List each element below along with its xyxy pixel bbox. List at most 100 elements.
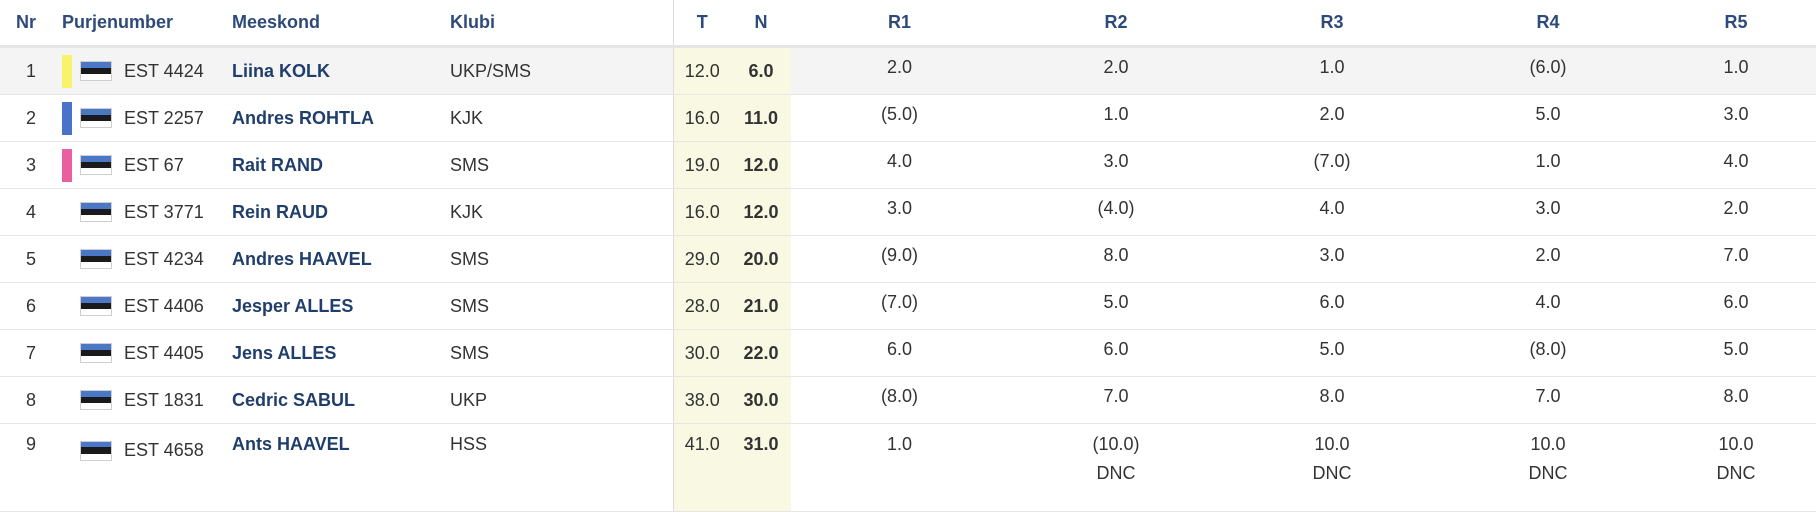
- sail-number: EST 2257: [124, 107, 204, 128]
- table-row[interactable]: 7 EST 4405 Jens ALLES SMS 30.0 22.0 6.0 6.0 5.0 (…: [0, 329, 1816, 377]
- team-name-link[interactable]: Rein RAUD: [232, 201, 329, 222]
- team-name-link[interactable]: Ants HAAVEL: [232, 434, 350, 454]
- estonia-flag-icon: [80, 61, 112, 81]
- team-name-link[interactable]: Jesper ALLES: [232, 295, 354, 316]
- race-score: 6.0: [886, 338, 913, 359]
- race-r5-cell: 3.0: [1656, 94, 1816, 142]
- col-header-total[interactable]: T: [672, 0, 731, 47]
- race-score: 4.0: [1319, 197, 1345, 218]
- team-cell: Jesper ALLES: [232, 282, 450, 330]
- sail-number-cell: EST 4405: [62, 329, 232, 377]
- race-score: 2.0: [1723, 197, 1749, 218]
- col-header-net[interactable]: N: [731, 0, 791, 47]
- race-r3-cell: 6.0: [1224, 282, 1440, 330]
- total-cell: 28.0: [672, 282, 731, 330]
- race-r1-cell: 2.0: [791, 46, 1008, 95]
- sail-number: EST 67: [124, 154, 184, 175]
- race-score: 3.0: [886, 197, 913, 218]
- team-name-link[interactable]: Andres HAAVEL: [232, 248, 372, 269]
- race-r2-cell: (4.0): [1008, 188, 1224, 236]
- race-r3-cell: 8.0: [1224, 376, 1440, 424]
- race-r2-cell: (10.0) DNC: [1008, 423, 1224, 512]
- sail-number: EST 1831: [124, 389, 204, 410]
- estonia-flag-icon: [80, 390, 112, 410]
- team-cell: Andres HAAVEL: [232, 235, 450, 283]
- race-score: 1.0: [1319, 56, 1345, 77]
- rank-color-bar: [62, 148, 72, 182]
- col-header-r5[interactable]: R5: [1724, 12, 1748, 32]
- table-row[interactable]: 2 EST 2257 Andres ROHTLA KJK 16.0 11.0 (5.0) 1.…: [0, 94, 1816, 142]
- race-r4-cell: 3.0: [1440, 188, 1656, 236]
- race-score: 7.0: [1535, 385, 1561, 406]
- race-r2-cell: 6.0: [1008, 329, 1224, 377]
- race-r2-cell: 8.0: [1008, 235, 1224, 283]
- net-cell: 31.0: [731, 423, 791, 512]
- race-r2-cell: 3.0: [1008, 141, 1224, 189]
- table-row[interactable]: 8 EST 1831 Cedric SABUL UKP 38.0 30.0 (8.0) 7.0…: [0, 376, 1816, 424]
- total-cell: 29.0: [672, 235, 731, 283]
- estonia-flag-icon: [80, 343, 112, 363]
- race-score: 10.0: [1530, 434, 1566, 454]
- table-row[interactable]: 6 EST 4406 Jesper ALLES SMS 28.0 21.0 (7.0) 5.0…: [0, 282, 1816, 330]
- race-r2-cell: 1.0: [1008, 94, 1224, 142]
- race-score: 6.0: [1319, 291, 1345, 312]
- race-score: 4.0: [1535, 291, 1561, 312]
- rank-cell: 9: [0, 423, 62, 512]
- rank-cell: 3: [0, 141, 62, 189]
- team-name-link[interactable]: Liina KOLK: [232, 60, 330, 81]
- race-score: 5.0: [1535, 103, 1561, 124]
- table-row[interactable]: 5 EST 4234 Andres HAAVEL SMS 29.0 20.0 (9.0) 8.…: [0, 235, 1816, 283]
- header-row: Nr Purjenumber Meeskond Klubi T N R1 R2 …: [0, 0, 1816, 47]
- race-r3-cell: 2.0: [1224, 94, 1440, 142]
- rank-color-bar-empty: [62, 290, 72, 323]
- race-score: 3.0: [1103, 150, 1129, 171]
- net-cell: 21.0: [731, 282, 791, 330]
- race-r5-cell: 2.0: [1656, 188, 1816, 236]
- race-score: 7.0: [1103, 385, 1129, 406]
- total-cell: 41.0: [672, 423, 731, 512]
- table-row[interactable]: 3 EST 67 Rait RAND SMS 19.0 12.0 4.0 3.0 (7.0) 1.…: [0, 141, 1816, 189]
- team-cell: Jens ALLES: [232, 329, 450, 377]
- col-header-r2[interactable]: R2: [1104, 12, 1128, 32]
- table-row[interactable]: 4 EST 3771 Rein RAUD KJK 16.0 12.0 3.0 (4.0) 4.0…: [0, 188, 1816, 236]
- race-score: 2.0: [886, 56, 913, 77]
- race-score: 2.0: [1319, 103, 1345, 124]
- table-row[interactable]: 9 EST 4658 Ants HAAVEL HSS 41.0 31.0 1.0 (10.0)…: [0, 423, 1816, 512]
- race-r4-cell: 2.0: [1440, 235, 1656, 283]
- net-cell: 12.0: [731, 188, 791, 236]
- club-cell: UKP: [450, 376, 673, 424]
- race-score: 2.0: [1103, 56, 1129, 77]
- col-header-sail-number[interactable]: Purjenumber: [62, 12, 174, 32]
- col-header-team[interactable]: Meeskond: [232, 12, 321, 32]
- col-header-nr[interactable]: Nr: [16, 12, 37, 32]
- race-r1-cell: (7.0): [791, 282, 1008, 330]
- sail-number-cell: EST 3771: [62, 188, 232, 236]
- race-r3-cell: 10.0 DNC: [1224, 423, 1440, 512]
- col-header-r3[interactable]: R3: [1320, 12, 1344, 32]
- col-header-r4[interactable]: R4: [1536, 12, 1560, 32]
- col-header-r1[interactable]: R1: [887, 12, 911, 32]
- sail-number-cell: EST 67: [62, 141, 232, 189]
- team-cell: Ants HAAVEL: [232, 423, 450, 512]
- estonia-flag-icon: [80, 202, 112, 222]
- team-name-link[interactable]: Andres ROHTLA: [232, 107, 375, 128]
- team-name-link[interactable]: Rait RAND: [232, 154, 324, 175]
- team-name-link[interactable]: Jens ALLES: [232, 342, 337, 363]
- club-cell: SMS: [450, 282, 673, 330]
- race-r1-cell: (5.0): [791, 94, 1008, 142]
- race-r4-cell: 4.0: [1440, 282, 1656, 330]
- team-name-link[interactable]: Cedric SABUL: [232, 389, 356, 410]
- rank-color-bar-empty: [62, 196, 72, 229]
- race-r1-cell: 4.0: [791, 141, 1008, 189]
- race-r1-cell: (9.0): [791, 235, 1008, 283]
- race-score: (7.0): [880, 291, 918, 312]
- col-header-club[interactable]: Klubi: [450, 12, 495, 32]
- table-row[interactable]: 1 EST 4424 Liina KOLK UKP/SMS 12.0 6.0 2.0 2.0 1…: [0, 46, 1816, 95]
- sail-number: EST 4424: [124, 60, 204, 81]
- sail-number-cell: EST 1831: [62, 376, 232, 424]
- race-r3-cell: 1.0: [1224, 46, 1440, 95]
- rank-color-bar-empty: [62, 337, 72, 370]
- race-penalty-code: DNC: [1528, 463, 1568, 483]
- rank-color-bar-empty: [62, 384, 72, 417]
- sail-number: EST 3771: [124, 201, 204, 222]
